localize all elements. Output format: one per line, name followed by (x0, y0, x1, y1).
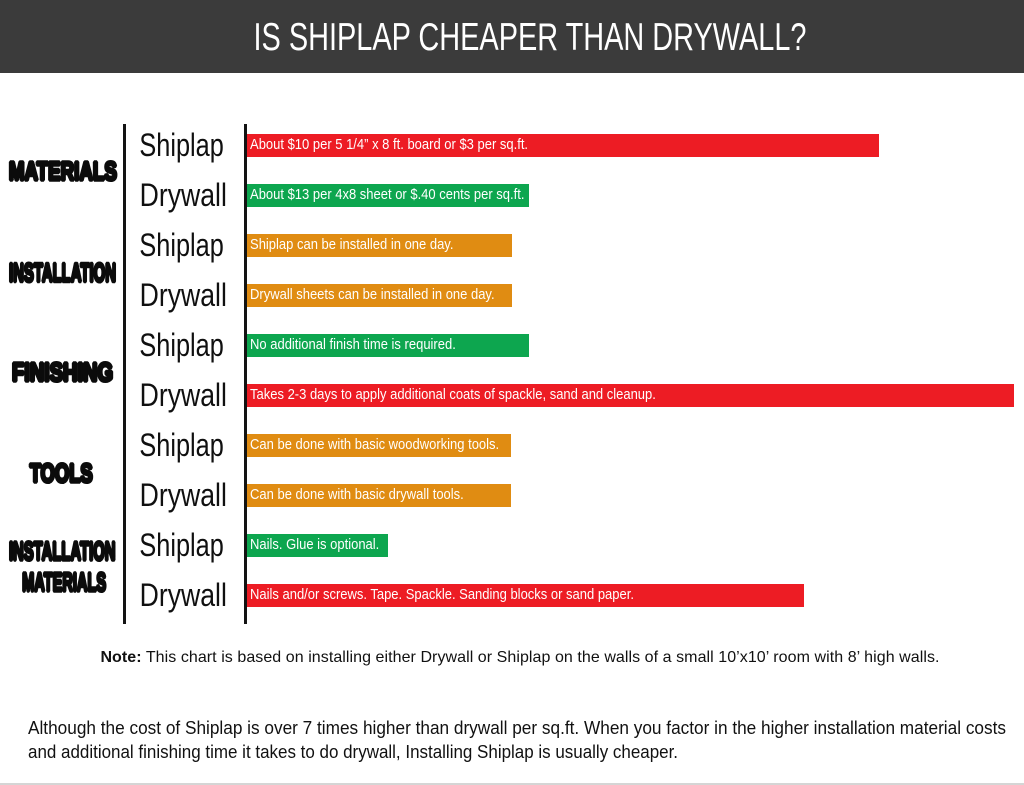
svg-text:INSTALLATION: INSTALLATION (9, 257, 116, 287)
svg-text:IS SHIPLAP CHEAPER THAN DRYWAL: IS SHIPLAP CHEAPER THAN DRYWALL? (254, 16, 807, 59)
svg-text:MATERIALS: MATERIALS (22, 567, 106, 597)
svg-text:MATERIALS: MATERIALS (9, 156, 117, 186)
svg-text:FINISHING: FINISHING (12, 357, 113, 387)
svg-text:INSTALLATION: INSTALLATION (9, 536, 116, 566)
svg-text:TOOLS: TOOLS (30, 458, 93, 488)
